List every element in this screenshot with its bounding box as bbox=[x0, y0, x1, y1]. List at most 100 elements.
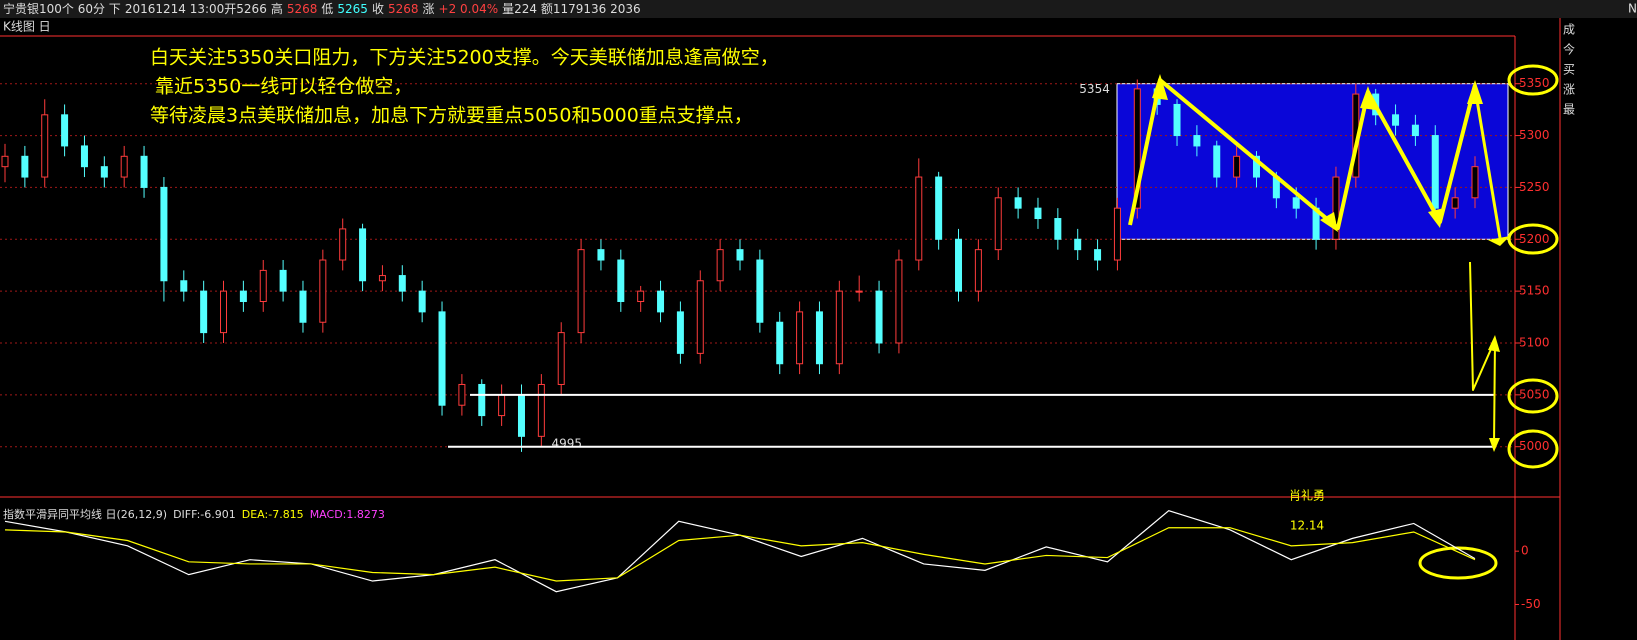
candle-body bbox=[319, 259, 327, 323]
candle-body bbox=[1411, 124, 1419, 137]
candle-body bbox=[1392, 114, 1400, 126]
y-tick-label: 5150 bbox=[1519, 284, 1550, 298]
candle-body bbox=[994, 197, 1002, 251]
candle-body bbox=[61, 114, 69, 147]
candle-body bbox=[1332, 176, 1340, 240]
low-label: 4995 bbox=[551, 436, 582, 450]
candle-body bbox=[637, 290, 645, 303]
candle-body bbox=[1074, 238, 1082, 251]
y-tick-label: 5350 bbox=[1519, 76, 1550, 90]
candle-body bbox=[498, 394, 506, 417]
arrow-down bbox=[1473, 87, 1502, 239]
y-tick-label: 5200 bbox=[1519, 232, 1550, 246]
candle-body bbox=[299, 290, 307, 323]
diff-line bbox=[4, 509, 1476, 593]
header-bar bbox=[0, 0, 1637, 18]
tab-label[interactable]: K线图 日 bbox=[3, 20, 51, 34]
candle-body bbox=[776, 321, 784, 365]
candle-body bbox=[875, 290, 883, 344]
header-item: 5265 bbox=[337, 2, 368, 16]
circle bbox=[1507, 378, 1559, 414]
candle-body bbox=[339, 228, 347, 261]
candle-body bbox=[458, 383, 466, 406]
y-tick-label: 5000 bbox=[1519, 439, 1550, 453]
candle-body bbox=[200, 290, 208, 334]
arrow-head bbox=[1489, 438, 1500, 452]
candle-body bbox=[220, 290, 228, 334]
candle-body bbox=[577, 249, 585, 334]
candle-body bbox=[716, 249, 724, 282]
candle-body bbox=[1034, 207, 1042, 220]
candle-body bbox=[1133, 88, 1141, 209]
side-label: 最 bbox=[1563, 103, 1575, 117]
candle-body bbox=[1014, 197, 1022, 209]
candle-body bbox=[100, 166, 108, 178]
candle-body bbox=[895, 259, 903, 344]
candle-body bbox=[597, 249, 605, 261]
note: 靠近5350一线可以轻仓做空， bbox=[155, 76, 412, 98]
candle-body bbox=[160, 186, 168, 282]
y-tick-label: 5100 bbox=[1519, 335, 1550, 349]
circle bbox=[1507, 223, 1559, 255]
macd-panel: 0 -50 bbox=[4, 509, 1541, 611]
y-tick-label: 5250 bbox=[1519, 180, 1550, 194]
candles: 5354 4995 bbox=[1, 79, 1479, 452]
header-item: 高 bbox=[271, 1, 283, 16]
candle-body bbox=[359, 228, 367, 282]
zigzag bbox=[1128, 78, 1477, 230]
high-label: 5354 bbox=[1079, 82, 1110, 96]
candle-body bbox=[1094, 249, 1102, 261]
candle-body bbox=[835, 290, 843, 365]
header-item: 低 bbox=[321, 2, 333, 16]
header-item: 20161214 13:00开5266 bbox=[125, 2, 267, 16]
candle-body bbox=[955, 238, 963, 292]
note: 白天关注5350关口阻力，下方关注5200支撑。今天美联储加息逢高做空， bbox=[150, 47, 779, 69]
candle-body bbox=[180, 280, 188, 292]
candle-body bbox=[120, 155, 128, 178]
candle-body bbox=[537, 383, 545, 437]
candle-body bbox=[935, 176, 943, 240]
candle-body bbox=[1, 155, 9, 168]
candle-body bbox=[1233, 155, 1241, 178]
arrow-head bbox=[1488, 236, 1510, 246]
candle-body bbox=[378, 275, 386, 282]
candle-body bbox=[1193, 135, 1201, 147]
levels bbox=[448, 393, 1495, 448]
candle-body bbox=[140, 155, 148, 188]
candle-body bbox=[815, 311, 823, 365]
candle-body bbox=[279, 269, 287, 292]
candle-body bbox=[617, 259, 625, 303]
circle bbox=[1418, 546, 1498, 580]
candle-body bbox=[259, 269, 267, 303]
y-tick-label: 5300 bbox=[1519, 128, 1550, 142]
header-item: 量224 额1179136 2036 bbox=[502, 2, 641, 16]
y-tick-label: 5050 bbox=[1519, 387, 1550, 401]
side-label: 成 bbox=[1563, 23, 1575, 37]
candle-body bbox=[438, 311, 446, 406]
author: 肖礼勇 bbox=[1289, 488, 1325, 503]
candle-body bbox=[756, 259, 764, 323]
side-label: 涨 bbox=[1563, 82, 1575, 97]
candle-body bbox=[1292, 197, 1300, 209]
candle-body bbox=[239, 290, 247, 303]
candle-body bbox=[676, 311, 684, 354]
candle-body bbox=[1113, 207, 1121, 261]
trend-arrows bbox=[1128, 74, 1510, 452]
date: 12.14 bbox=[1290, 519, 1324, 533]
y-tick-label: 0 bbox=[1521, 544, 1529, 558]
macd-item: 指数平滑异同平均线 日(26,12,9) bbox=[3, 507, 167, 521]
arrow-head bbox=[1360, 86, 1376, 110]
candle-body bbox=[657, 290, 665, 313]
candle-body bbox=[736, 249, 744, 261]
candle-body bbox=[915, 176, 923, 261]
quote-header: 宁贵银100个 60分 下 20161214 13:00开5266 高 5268 低 52… bbox=[3, 1, 641, 16]
header-item: 涨 bbox=[423, 1, 435, 16]
candle-body bbox=[855, 290, 863, 293]
candle-body bbox=[517, 394, 525, 437]
header-item: 5268 bbox=[287, 2, 318, 16]
grid: 5350 5300 5250 5200 5150 5100 5050 5000 bbox=[0, 76, 1550, 453]
candle-body bbox=[696, 280, 704, 354]
arrow-path bbox=[1469, 261, 1496, 446]
